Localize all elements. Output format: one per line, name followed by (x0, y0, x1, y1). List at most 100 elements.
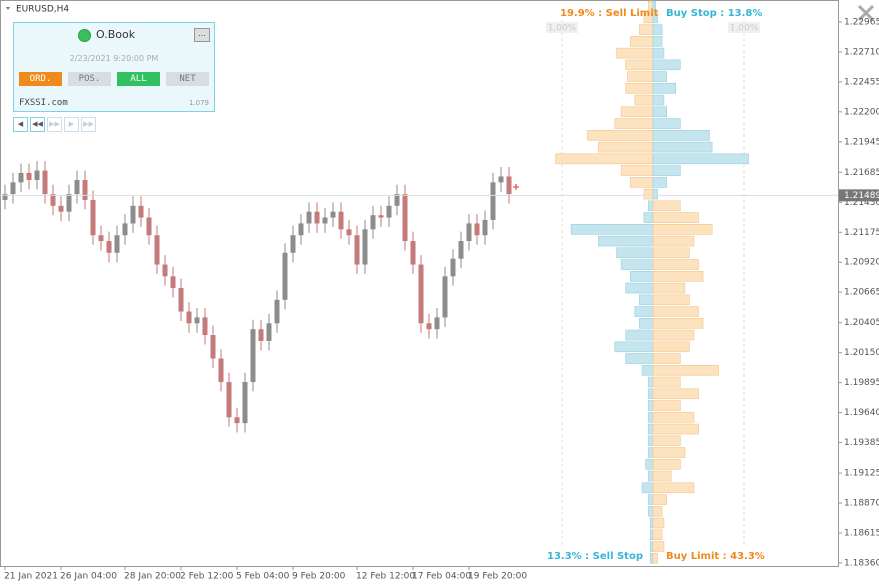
sell-limit-label: 19.9% : Sell Limit (560, 8, 659, 19)
candle-body (202, 317, 208, 336)
current-price-label: 1.21489 (844, 191, 879, 201)
symbol-label: EURUSD,H4 (16, 5, 69, 15)
candle-body (90, 199, 96, 236)
buy-limit-bar (652, 517, 665, 529)
y-tick-label: 1.20920 (844, 258, 879, 268)
x-tick-label: 28 Jan 20:00 (124, 572, 181, 582)
buy-stop-bar (652, 165, 681, 176)
buy-stop-bar (652, 36, 663, 47)
buy-stop-label: Buy Stop : 13.8% (666, 8, 762, 19)
buy-limit-bar (652, 212, 699, 223)
sell-stop-bar (639, 294, 654, 306)
buy-limit-bar (652, 200, 681, 212)
candle-body (498, 176, 504, 183)
candle-body (74, 179, 80, 195)
sell-stop-bar (648, 411, 654, 423)
panel-menu[interactable]: ... (194, 28, 210, 42)
to-end[interactable]: ▶▶ (81, 117, 96, 132)
candle-body (426, 323, 432, 330)
close-button[interactable] (857, 4, 875, 22)
sell-stop-bar (648, 505, 654, 517)
x-tick-label: 19 Feb 20:00 (468, 572, 527, 582)
pos-button[interactable]: POS. (68, 72, 111, 86)
sell-stop-bar (641, 364, 654, 376)
cursor-mark (513, 184, 519, 190)
y-tick-label: 1.22455 (844, 77, 879, 87)
buy-stop-bar (652, 71, 667, 82)
sell-stop-bar (641, 482, 654, 494)
buy-limit-label: Buy Limit : 43.3% (666, 551, 765, 562)
site-link[interactable]: FXSSI.com (19, 98, 68, 108)
candle-body (354, 235, 360, 265)
candle-body (282, 252, 288, 300)
buy-limit-bar (652, 482, 695, 494)
candle-body (274, 299, 280, 324)
buy-limit-bar (652, 376, 681, 388)
step-forward[interactable]: ▶ (64, 117, 79, 132)
candle-body (178, 288, 184, 312)
sell-limit-bar (598, 141, 654, 153)
x-tick-label: 17 Feb 04:00 (412, 572, 471, 582)
buy-stop-bar (652, 24, 663, 35)
candle-body (34, 170, 40, 180)
candle-body (66, 194, 72, 212)
panel-timestamp: 2/23/2021 9:20:00 PM (69, 54, 159, 63)
y-tick-label: 1.19895 (844, 378, 879, 388)
rewind[interactable]: ◀◀ (30, 117, 45, 132)
buy-limit-bar (652, 447, 686, 458)
candle-body (330, 211, 336, 218)
y-tick-label: 1.20405 (844, 318, 879, 328)
buy-limit-bar (652, 282, 686, 294)
sell-limit-bar (587, 130, 654, 141)
buy-limit-bar (652, 388, 699, 400)
candle-body (506, 176, 512, 195)
candle-body (58, 205, 64, 212)
candle-body (146, 217, 152, 236)
buy-limit-bar (652, 505, 663, 517)
candle-body (290, 235, 296, 253)
buy-stop-bar (652, 83, 677, 94)
buy-stop-bar (652, 153, 749, 165)
buy-limit-bar (652, 400, 681, 411)
candle-body (418, 264, 424, 324)
y-tick-label: 1.21945 (844, 137, 879, 147)
x-tick-label: 26 Jan 04:00 (60, 572, 117, 582)
fast-forward[interactable]: ▶▶ (47, 117, 62, 132)
buy-limit-bar (652, 306, 699, 317)
sell-stop-bar (648, 400, 654, 411)
step-back[interactable]: ◀ (13, 117, 28, 132)
buy-limit-bar (652, 329, 695, 341)
y-tick-label: 1.21685 (844, 168, 879, 178)
candle-body (410, 241, 416, 265)
sell-stop-bar (649, 529, 654, 541)
candle-body (42, 170, 48, 195)
sell-stop-label: 13.3% : Sell Stop (547, 551, 643, 562)
candle-body (130, 205, 136, 224)
sell-stop-bar (625, 329, 654, 341)
buy-limit-bar (652, 529, 663, 541)
x-tick-label: 21 Jan 2021 (4, 572, 58, 582)
y-tick-label: 1.18870 (844, 499, 879, 509)
x-tick-label: 9 Feb 20:00 (292, 572, 346, 582)
buy-stop-bar (652, 141, 713, 153)
net-button[interactable]: NET (166, 72, 209, 86)
candle-body (26, 172, 32, 180)
price-axis: 1.22965 1.22710 1.22455 1.22200 1.21945 1.216… (0, 17, 879, 568)
sell-stop-bar (634, 306, 654, 317)
sell-limit-bar (625, 83, 654, 94)
buy-limit-bar (652, 364, 719, 376)
sell-stop-bar (648, 376, 654, 388)
candle-body (218, 358, 224, 383)
ord-button[interactable]: ORD. (19, 72, 62, 86)
playback-controls: ◀ ◀◀ ▶▶ ▶ ▶▶ (13, 117, 96, 132)
y-tick-label: 1.22965 (844, 17, 879, 27)
scale-label: 1.00% (730, 24, 759, 34)
symbol-menu-arrow[interactable] (6, 7, 10, 10)
all-button[interactable]: ALL (117, 72, 160, 86)
sell-stop-bar (639, 317, 654, 329)
candle-body (394, 194, 400, 206)
order-book: 1.00% 1.00% (546, 0, 760, 564)
candle-body (450, 258, 456, 277)
candle-body (50, 194, 56, 206)
buy-limit-bar (652, 235, 695, 247)
